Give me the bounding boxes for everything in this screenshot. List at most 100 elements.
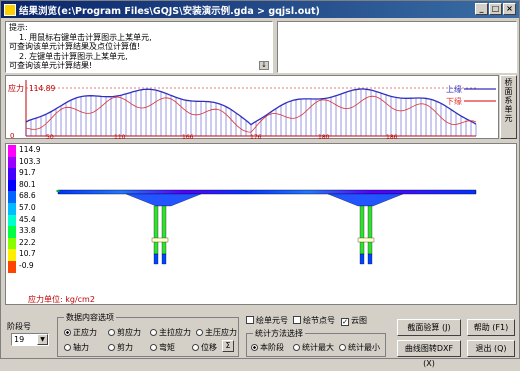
radio-shear-stress[interactable]: 剪应力 (108, 327, 141, 338)
x-tick-label: 186 (386, 134, 398, 140)
radio-main-tension[interactable]: 主拉应力 (150, 327, 191, 338)
upper-edge-curve (25, 88, 477, 126)
title-bar: 结果浏览(e:\Program Files\GQJS\安装演示例.gda > g… (1, 1, 519, 18)
legend-value: 10.7 (19, 249, 36, 259)
statistics-method-group: 统计方法选择 本阶段 统计最大 统计最小 (246, 328, 386, 357)
close-button[interactable]: × (503, 3, 516, 15)
info-panel (277, 21, 517, 73)
legend-value: 45.4 (19, 214, 36, 224)
legend-swatch (8, 203, 16, 215)
radio-stat-min[interactable]: 统计最小 (339, 342, 380, 353)
legend-value: 57.0 (19, 203, 36, 212)
element-type-tab[interactable]: 桥面系单元 (500, 75, 517, 139)
chart-ylabel: 应力 (8, 83, 24, 93)
chevron-down-icon[interactable]: ▼ (37, 334, 48, 345)
pile-1b[interactable] (161, 253, 167, 265)
displacement-sum-button[interactable]: Σ (222, 340, 234, 352)
pier-column-1b[interactable] (161, 205, 167, 255)
x-tick-label: 50 (46, 134, 54, 140)
legend-value: 22.2 (19, 237, 36, 247)
radio-stat-max[interactable]: 统计最大 (293, 342, 334, 353)
checkbox-element-number[interactable]: 绘单元号 (246, 315, 288, 326)
legend-swatch (8, 261, 16, 273)
x-tick-label: 110 (114, 134, 126, 140)
lower-edge-curve (25, 95, 477, 133)
x-tick-label: 180 (318, 134, 330, 140)
hint-heading: 提示: (9, 23, 28, 32)
stage-label: 阶段号 (7, 322, 31, 331)
stress-chart[interactable]: 应力 114.89 0 50 110 166 176 180 186 上缘 下缘 (6, 76, 500, 141)
window-title: 结果浏览(e:\Program Files\GQJS\安装演示例.gda > g… (19, 5, 320, 17)
pier-haunch-right[interactable] (327, 193, 404, 207)
pier-haunch-left[interactable] (125, 193, 202, 207)
pier-crossbeam-1[interactable] (151, 237, 169, 243)
hint-line-2: 可查询该单元计算结果及点位计算值! (9, 42, 141, 51)
pin-button[interactable]: ↓ (259, 61, 269, 70)
content-options-group: 数据内容选项 正应力 剪应力 主拉应力 主压应力 轴力 剪力 弯矩 位移 Σ (57, 312, 239, 357)
legend-swatch (8, 179, 16, 192)
legend-value: -0.9 (19, 261, 34, 270)
pile-1a[interactable] (153, 253, 159, 265)
hint-line-4: 可查询该单元计算结果! (9, 61, 93, 70)
bridge-deck[interactable] (57, 189, 477, 195)
pile-2b[interactable] (367, 253, 373, 265)
stress-unit-label: 应力单位: kg/cm2 (28, 295, 95, 304)
stress-chart-panel[interactable]: 应力 114.89 0 50 110 166 176 180 186 上缘 下缘 (5, 75, 500, 141)
chart-hatching (25, 89, 477, 136)
legend-swatch (8, 237, 16, 250)
radio-axial-force[interactable]: 轴力 (64, 342, 89, 353)
legend-value: 33.8 (19, 226, 36, 236)
color-legend: 114.9 103.3 91.7 80.1 68.6 57.0 45.4 33.8 22.2 10… (6, 145, 51, 305)
content-options-title: 数据内容选项 (64, 312, 116, 323)
pile-2a[interactable] (359, 253, 365, 265)
control-panel: 阶段号 19 ▼ 数据内容选项 正应力 剪应力 主拉应力 主压应力 轴力 剪力 … (1, 307, 520, 368)
pier-column-2b[interactable] (367, 205, 373, 255)
curve-to-dxf-button[interactable]: 曲线图转DXF (X) (397, 340, 461, 368)
chart-max-label: 114.89 (29, 84, 55, 93)
hint-line-3: 2. 左键单击计算图示上某单元, (19, 51, 128, 61)
chart-x-ticks: 50 110 166 176 180 186 (46, 134, 398, 141)
radio-shear-force[interactable]: 剪力 (108, 342, 133, 353)
stage-select[interactable]: 19 ▼ (11, 333, 49, 346)
legend-upper: 上缘 (446, 84, 462, 94)
legend-swatch (8, 168, 16, 180)
legend-swatch (8, 226, 16, 238)
chart-zero-label: 0 (10, 132, 14, 140)
help-button[interactable]: 帮助 (F1) (467, 319, 515, 336)
checkbox-node-number[interactable]: 绘节点号 (293, 315, 335, 326)
radio-current-stage[interactable]: 本阶段 (251, 342, 284, 353)
pier-column-1a[interactable] (153, 205, 159, 255)
x-tick-label: 176 (250, 134, 262, 140)
hint-panel: 提示: 1. 用鼠标右键单击计算图示上某单元, 可查询该单元计算结果及点位计算值… (5, 21, 273, 73)
hint-line-1: 1. 用鼠标右键单击计算图示上某单元, (19, 32, 152, 42)
bridge-structure[interactable] (6, 144, 518, 306)
radio-displacement[interactable]: 位移 (192, 342, 217, 353)
legend-swatch (8, 191, 16, 203)
radio-bending-moment[interactable]: 弯矩 (150, 342, 175, 353)
legend-value: 80.1 (19, 179, 36, 189)
legend-value: 91.7 (19, 168, 36, 178)
legend-value: 114.9 (19, 145, 41, 154)
radio-main-compression[interactable]: 主压应力 (196, 327, 237, 338)
exit-button[interactable]: 退出 (Q) (467, 340, 515, 357)
statistics-method-title: 统计方法选择 (253, 328, 305, 339)
stage-value: 19 (14, 335, 25, 344)
legend-swatch (8, 214, 16, 227)
pier-crossbeam-2[interactable] (357, 237, 375, 243)
x-tick-label: 166 (182, 134, 194, 140)
pier-column-2a[interactable] (359, 205, 365, 255)
legend-swatch (8, 156, 16, 169)
legend-value: 103.3 (19, 156, 41, 166)
app-icon (4, 3, 16, 16)
maximize-button[interactable]: □ (489, 3, 502, 15)
minimize-button[interactable]: _ (475, 3, 488, 15)
legend-swatch (8, 249, 16, 261)
radio-normal-stress[interactable]: 正应力 (64, 327, 97, 338)
structure-view-panel[interactable]: 114.9 103.3 91.7 80.1 68.6 57.0 45.4 33.8 22.2 10… (5, 143, 517, 305)
legend-lower: 下缘 (446, 96, 462, 106)
legend-swatch (8, 145, 16, 157)
checkbox-cloud-map[interactable]: ✓ 云图 (341, 316, 367, 326)
legend-value: 68.6 (19, 191, 36, 201)
section-check-button[interactable]: 截面验算 (J) (397, 319, 461, 336)
